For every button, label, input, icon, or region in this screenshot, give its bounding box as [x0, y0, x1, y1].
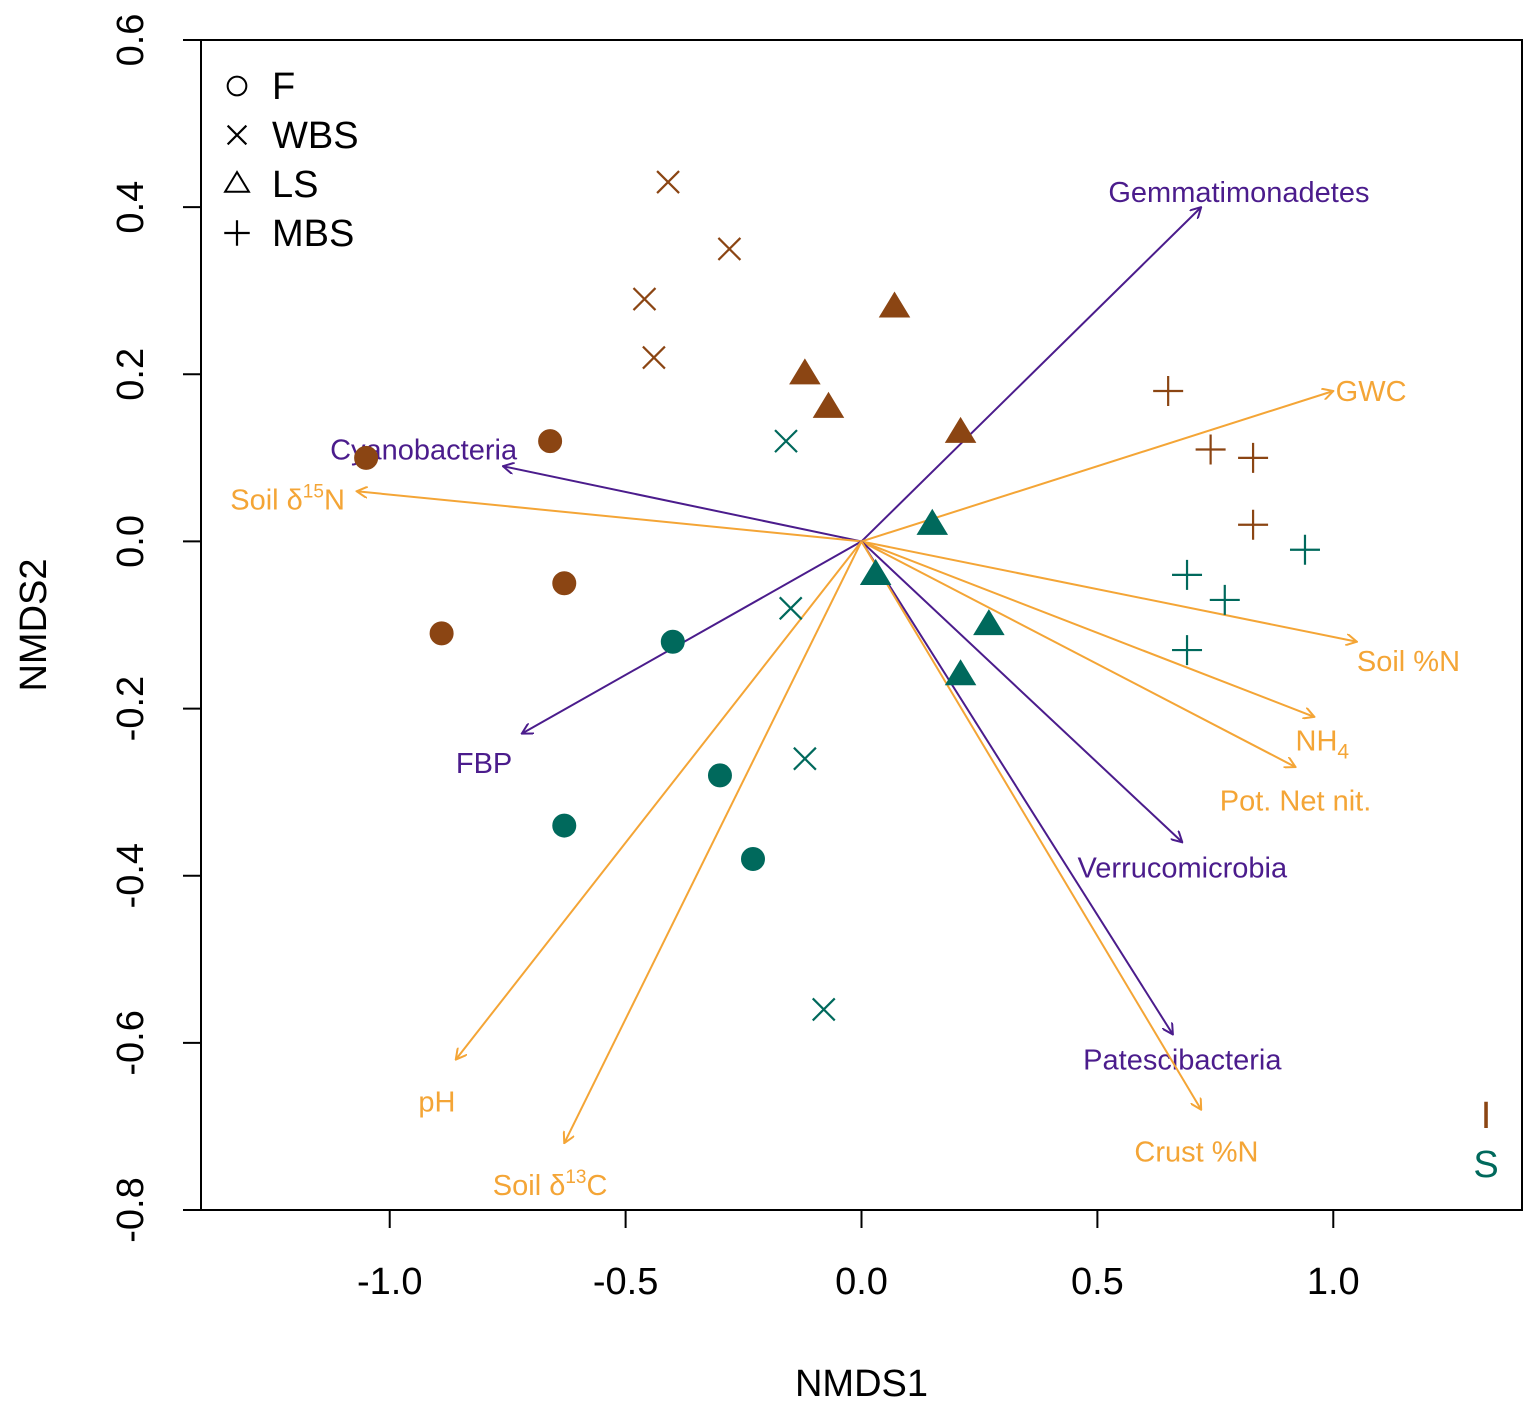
y-axis: -0.8 -0.6 -0.4 -0.2 0.0 0.2 0.4 0.6: [110, 14, 201, 1243]
point-f-i: [552, 571, 577, 596]
point-f-i: [354, 445, 379, 470]
vector-label-soil-n: Soil %N: [1357, 646, 1460, 678]
point-mbs-i: [1238, 442, 1269, 473]
vector-ph: [456, 540, 863, 1059]
vector-fbp: [522, 540, 862, 733]
vector-pot-net-nit: [861, 540, 1296, 767]
legend-label-mbs: MBS: [272, 213, 354, 255]
point-mbs-i: [1195, 434, 1226, 465]
point-f-i: [429, 621, 454, 646]
x-tick-label: 1.0: [1307, 1261, 1360, 1303]
point-wbs-i: [656, 170, 680, 194]
point-ls-s: [973, 609, 1005, 636]
y-axis-title: NMDS2: [13, 558, 55, 691]
y-tick-label: 0.4: [110, 181, 152, 234]
group-label-s: S: [1473, 1144, 1498, 1186]
point-mbs-s: [1172, 635, 1203, 666]
vector-label-soil-15n: Soil δ15N: [230, 482, 345, 517]
point-f-s: [552, 813, 577, 838]
vector-patescibacteria: [860, 540, 1173, 1034]
point-f-s: [740, 847, 765, 871]
y-tick-label: 0.6: [110, 14, 152, 67]
y-tick-label: 0.0: [110, 515, 152, 568]
point-wbs-i: [642, 345, 666, 370]
vector-nh4: [861, 540, 1315, 717]
point-wbs-i: [632, 287, 657, 311]
legend-marker-wbs: [226, 124, 248, 146]
legend-label-f: F: [272, 66, 295, 108]
legend-marker-ls: [223, 170, 251, 193]
legend-marker-mbs: [224, 220, 250, 246]
point-ls-i: [812, 391, 845, 418]
x-axis: -1.0 -0.5 0.0 0.5 1.0: [357, 1210, 1360, 1303]
vector-label-ph: pH: [418, 1086, 455, 1118]
vector-label-gwc: GWC: [1336, 376, 1407, 408]
group-legend: IS: [1473, 1095, 1498, 1186]
point-wbs-s: [778, 596, 803, 621]
y-tick-label: -0.2: [110, 676, 152, 741]
vector-label-crust-n: Crust %N: [1134, 1137, 1258, 1169]
legend-marker-f: [226, 75, 248, 97]
x-tick-label: -1.0: [357, 1261, 422, 1303]
vector-soil-15n: [357, 491, 862, 543]
point-mbs-s: [1172, 559, 1203, 590]
x-axis-title: NMDS1: [795, 1363, 928, 1405]
plot-frame: [200, 39, 1523, 1211]
vector-label-nh4: NH4: [1296, 725, 1350, 763]
vector-label-gemmatimonadetes: Gemmatimonadetes: [1108, 177, 1369, 209]
vector-label-patescibacteria: Patescibacteria: [1083, 1045, 1282, 1077]
x-tick-label: 0.5: [1071, 1261, 1124, 1303]
point-ls-s: [944, 659, 977, 686]
y-tick-label: -0.4: [110, 843, 152, 908]
vector-gwc: [861, 391, 1334, 543]
point-f-s: [660, 629, 685, 654]
point-ls-s: [916, 508, 949, 535]
point-ls-s: [859, 558, 892, 585]
point-mbs-i: [1238, 509, 1269, 540]
point-wbs-s: [774, 429, 798, 453]
vector-label-verrucomicrobia: Verrucomicrobia: [1078, 852, 1288, 884]
x-tick-label: -0.5: [593, 1261, 658, 1303]
group-label-i: I: [1481, 1095, 1492, 1137]
vector-gemmatimonadetes: [860, 207, 1202, 543]
vector-label-fbp: FBP: [456, 748, 512, 780]
y-tick-label: -0.6: [110, 1010, 152, 1075]
point-ls-i: [789, 358, 821, 385]
vector-cyanobacteria: [503, 466, 862, 543]
point-wbs-s: [811, 997, 836, 1022]
legend-label-ls: LS: [272, 164, 318, 206]
data-points: [354, 170, 1320, 1022]
point-f-s: [707, 763, 732, 788]
vector-label-pot-net-nit: Pot. Net nit.: [1220, 786, 1372, 818]
point-wbs-i: [717, 237, 742, 261]
x-tick-label: 0.0: [835, 1261, 888, 1303]
vector-soil-n: [861, 540, 1357, 641]
point-mbs-s: [1209, 584, 1240, 615]
vector-soil-13c: [564, 540, 863, 1143]
point-ls-i: [944, 416, 977, 443]
point-ls-i: [878, 291, 911, 318]
legend-label-wbs: WBS: [272, 115, 359, 157]
legend: F WBS LS MBS: [223, 66, 359, 255]
vector-crust-n: [860, 540, 1202, 1109]
y-tick-label: 0.2: [110, 348, 152, 401]
point-wbs-s: [793, 746, 817, 771]
vector-label-soil-13c: Soil δ13C: [493, 1167, 608, 1202]
y-tick-label: -0.8: [110, 1177, 152, 1242]
point-f-i: [538, 429, 563, 454]
point-mbs-s: [1289, 534, 1320, 565]
vector-verrucomicrobia: [860, 540, 1183, 842]
point-mbs-i: [1153, 376, 1184, 406]
